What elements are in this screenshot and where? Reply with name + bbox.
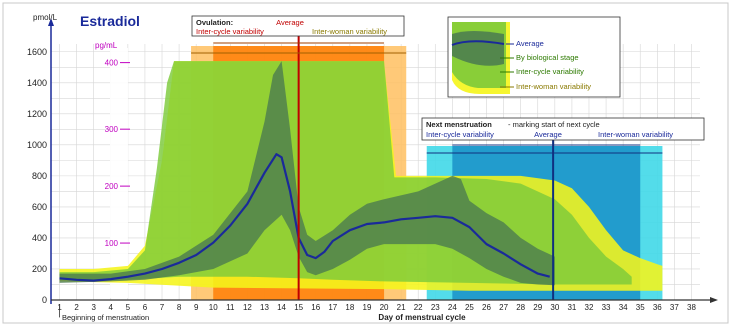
legend-biological-label: By biological stage — [516, 53, 579, 62]
x-tick-label: 28 — [516, 303, 525, 312]
x-tick-label: 10 — [209, 303, 218, 312]
menstruation-interwoman-label: Inter-woman variability — [598, 130, 673, 139]
legend-interwoman-label: Inter-woman variability — [516, 82, 591, 91]
y-axis-label: pmol/L — [33, 13, 58, 22]
x-tick-label: 36 — [653, 303, 662, 312]
x-tick-label: 24 — [448, 303, 457, 312]
y-tick-label: 400 — [32, 233, 47, 243]
y-tick-label: 600 — [32, 202, 47, 212]
x-tick-label: 25 — [465, 303, 474, 312]
x-tick-label: 16 — [311, 303, 320, 312]
x-tick-label: 3 — [91, 303, 96, 312]
x-tick-label: 38 — [687, 303, 696, 312]
x-tick-label: 31 — [567, 303, 576, 312]
x-tick-label: 4 — [109, 303, 114, 312]
biological-stage-area — [59, 61, 555, 286]
menstruation-label: Next menstruation — [426, 120, 492, 129]
x-tick-label: 9 — [194, 303, 199, 312]
x-tick-label: 23 — [431, 303, 440, 312]
x-tick-label: 18 — [345, 303, 354, 312]
x-tick-label: 11 — [226, 303, 235, 312]
average-line — [59, 153, 550, 282]
y2-tick-label: 300 — [105, 125, 119, 134]
x-tick-label: 15 — [294, 303, 303, 312]
x-tick-label: 19 — [363, 303, 372, 312]
ovulation-interwoman-label: Inter-woman variability — [312, 27, 387, 36]
legend-average-label: Average — [516, 39, 544, 48]
pg-axis-box — [110, 48, 128, 298]
legend-average-swatch — [451, 40, 505, 46]
legend-intercycle-label: Inter-cycle variability — [516, 67, 584, 76]
x-axis-arrow — [710, 297, 718, 303]
y-tick-label: 200 — [32, 264, 47, 274]
x-tick-label: 8 — [177, 303, 182, 312]
x-tick-label: 14 — [277, 303, 286, 312]
x-tick-label: 2 — [74, 303, 79, 312]
x-tick-label: 33 — [602, 303, 611, 312]
x-tick-label: 6 — [143, 303, 148, 312]
y2-axis-label: pg/mL — [95, 41, 118, 50]
ovulation-box — [191, 15, 405, 37]
x-tick-label: 12 — [243, 303, 252, 312]
x-tick-label: 22 — [414, 303, 423, 312]
y2-tick-label: 400 — [105, 59, 119, 68]
ovulation-average-label: Average — [276, 18, 304, 27]
y-tick-label: 800 — [32, 171, 47, 181]
menstruation-label-suffix: - marking start of next cycle — [508, 120, 600, 129]
x-tick-label: 17 — [328, 303, 337, 312]
x-axis-label: Day of menstrual cycle — [378, 313, 466, 322]
y2-tick-label: 200 — [105, 182, 119, 191]
x-tick-label: 37 — [670, 303, 679, 312]
x-tick-label: 34 — [619, 303, 628, 312]
chart-title: Estradiol — [80, 13, 140, 29]
x-tick-label: 27 — [499, 303, 508, 312]
x-tick-label: 35 — [636, 303, 645, 312]
menstruation-average-label: Average — [534, 130, 562, 139]
x-start-label: Beginning of menstruation — [62, 313, 149, 322]
x-tick-label: 26 — [482, 303, 491, 312]
x-tick-label: 21 — [397, 303, 406, 312]
y-tick-label: 1000 — [27, 140, 47, 150]
y-tick-label: 1200 — [27, 109, 47, 119]
menstruation-intercycle-label: Inter-cycle variability — [426, 130, 494, 139]
y-tick-label: 1400 — [27, 78, 47, 88]
x-tick-label: 30 — [550, 303, 559, 312]
x-tick-label: 20 — [380, 303, 389, 312]
x-tick-label: 7 — [160, 303, 165, 312]
y-tick-label: 0 — [42, 295, 47, 305]
legend-biological-swatch — [452, 31, 504, 66]
y2-tick-label: 100 — [105, 239, 119, 248]
ovulation-label: Ovulation: — [196, 18, 233, 27]
ovulation-intercycle-label: Inter-cycle variability — [196, 27, 264, 36]
y-tick-label: 1600 — [27, 47, 47, 57]
x-tick-label: 32 — [585, 303, 594, 312]
x-tick-label: 13 — [260, 303, 269, 312]
menstruation-box — [421, 117, 705, 141]
x-tick-label: 29 — [533, 303, 542, 312]
x-tick-label: 5 — [126, 303, 131, 312]
y-axis-arrow — [48, 18, 54, 26]
